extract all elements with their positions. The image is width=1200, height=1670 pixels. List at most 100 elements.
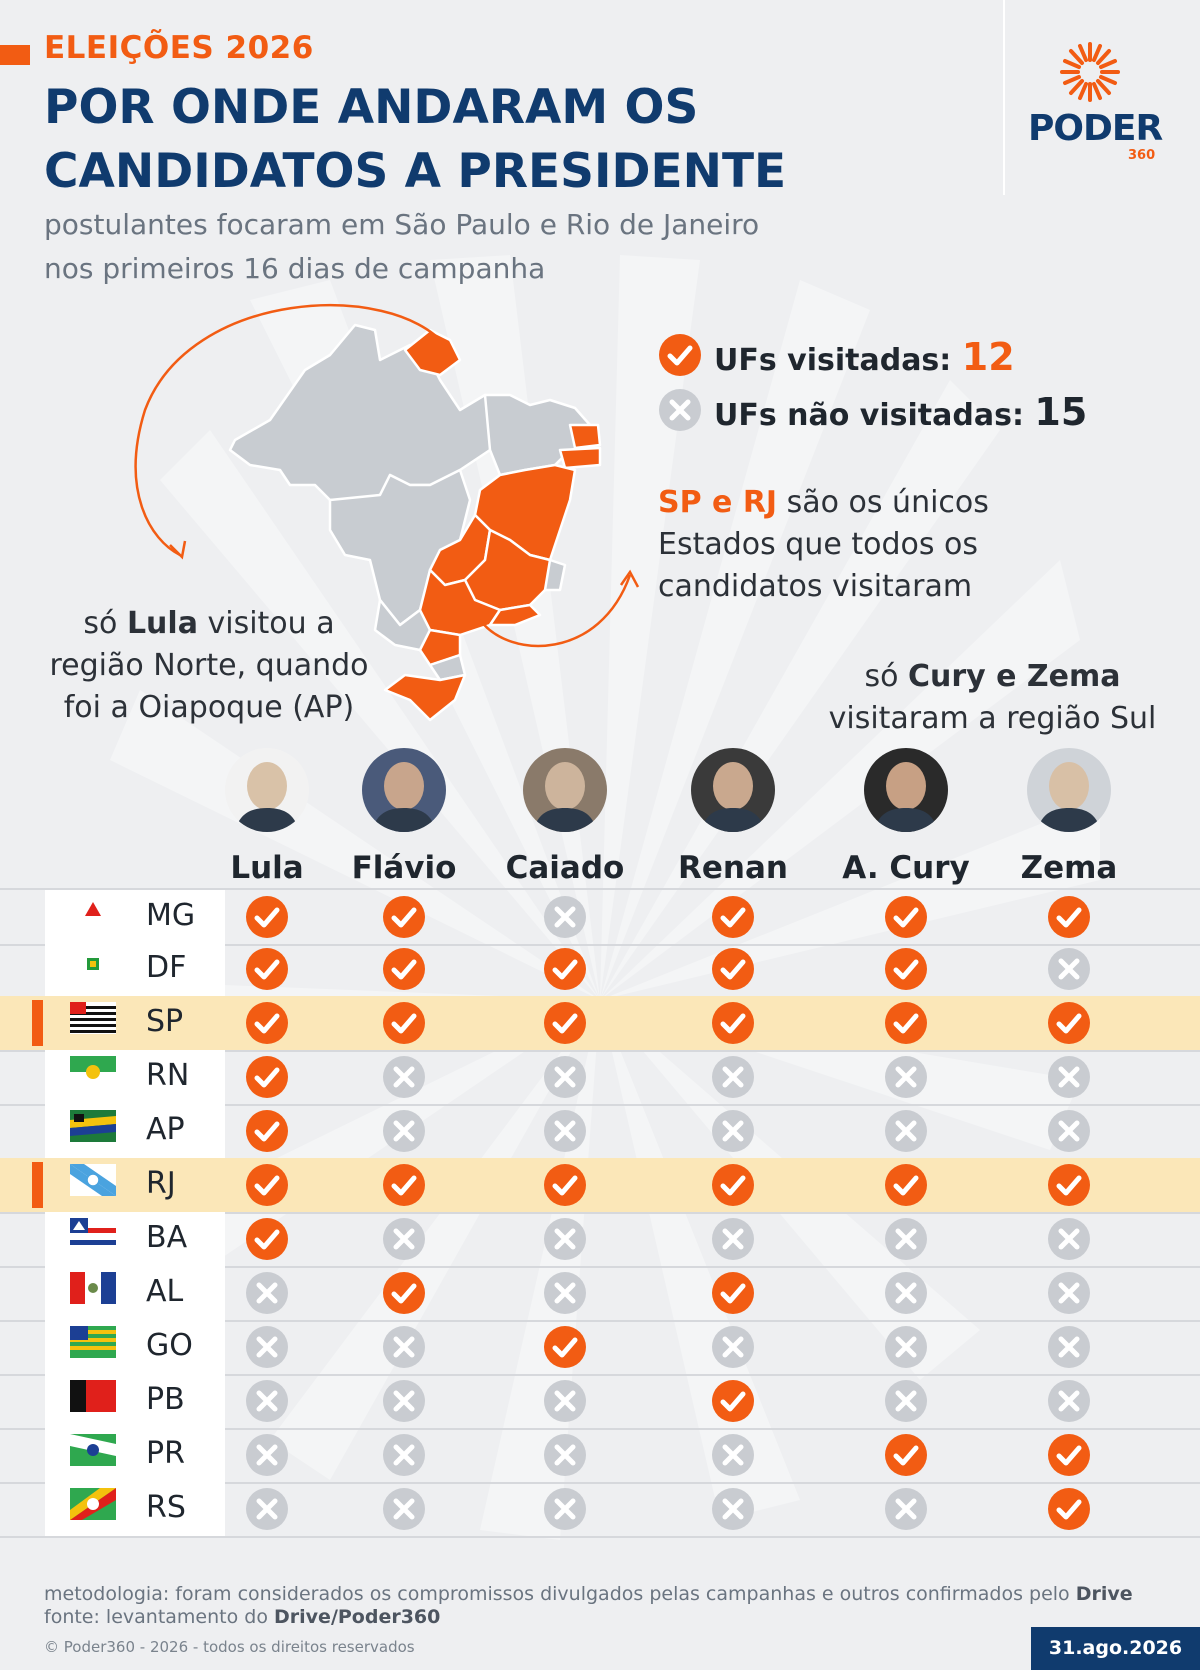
x-icon xyxy=(544,1272,586,1314)
x-icon xyxy=(712,1218,754,1260)
x-icon xyxy=(1048,1272,1090,1314)
state-code: RS xyxy=(146,1490,186,1525)
map-state-rj xyxy=(488,603,542,627)
note-sp-rj: SP e RJ são os únicos Estados que todos … xyxy=(658,482,989,608)
copyright: © Poder360 - 2026 - todos os direitos re… xyxy=(44,1638,415,1656)
subtitle-line-2: nos primeiros 16 dias de campanha xyxy=(44,252,546,285)
check-icon xyxy=(544,1164,586,1206)
check-icon xyxy=(246,1164,288,1206)
x-icon xyxy=(544,896,586,938)
x-icon xyxy=(712,1110,754,1152)
note-sul-name: Cury e Zema xyxy=(907,659,1121,694)
x-icon xyxy=(885,1326,927,1368)
check-icon xyxy=(712,1380,754,1422)
note-sp-rj-line3: candidatos visitaram xyxy=(658,569,973,604)
table-row: RS xyxy=(0,1482,1200,1538)
check-icon xyxy=(1048,1488,1090,1530)
check-icon xyxy=(885,1164,927,1206)
table-row: MG xyxy=(0,888,1200,946)
x-icon xyxy=(544,1056,586,1098)
check-icon xyxy=(1048,896,1090,938)
state-cell: RN xyxy=(45,1050,225,1104)
note-lula-line2: região Norte, quando xyxy=(49,648,369,683)
state-code: DF xyxy=(146,950,187,985)
note-sp-rj-line1: são os únicos xyxy=(777,485,989,520)
candidate-4: Renan xyxy=(658,748,808,886)
check-icon xyxy=(383,896,425,938)
flag-rs-icon xyxy=(70,1488,116,1520)
note-lula-pre: só xyxy=(83,606,127,641)
x-icon xyxy=(383,1218,425,1260)
x-icon xyxy=(544,1218,586,1260)
table-row: AL xyxy=(0,1266,1200,1322)
flag-rj-icon xyxy=(70,1164,116,1196)
flag-al-icon xyxy=(70,1272,116,1304)
note-lula-rest: visitou a xyxy=(197,606,335,641)
map-state-rs xyxy=(383,673,467,722)
kicker-bar xyxy=(0,45,30,65)
state-cell: RJ xyxy=(45,1158,225,1212)
page-subtitle: postulantes focaram em São Paulo e Rio d… xyxy=(44,203,759,291)
check-icon xyxy=(246,896,288,938)
check-icon xyxy=(1048,1002,1090,1044)
date-badge: 31.ago.2026 xyxy=(1031,1627,1200,1670)
flag-go-icon xyxy=(70,1326,116,1358)
note-sp-rj-line2: Estados que todos os xyxy=(658,527,979,562)
subtitle-line-1: postulantes focaram em São Paulo e Rio d… xyxy=(44,208,760,241)
avatar xyxy=(691,748,775,832)
state-code: MG xyxy=(146,898,196,933)
x-icon xyxy=(544,1380,586,1422)
x-icon xyxy=(1048,1326,1090,1368)
title-line-1: POR ONDE ANDARAM OS xyxy=(44,80,699,135)
legend-visited-label: UFs visitadas: xyxy=(714,343,952,378)
state-code: AP xyxy=(146,1112,185,1147)
legend-not-visited-label: UFs não visitadas: xyxy=(714,398,1024,433)
legend-not-visited-count: 15 xyxy=(1034,390,1088,434)
note-sul-pre: só xyxy=(864,659,908,694)
check-icon xyxy=(246,1218,288,1260)
flag-pr-icon xyxy=(70,1434,116,1466)
map-state-rn xyxy=(568,423,602,450)
check-icon xyxy=(659,334,701,376)
check-icon xyxy=(544,948,586,990)
x-icon xyxy=(885,1056,927,1098)
x-icon xyxy=(1048,1056,1090,1098)
state-cell: AP xyxy=(45,1104,225,1158)
poder360-sun-icon xyxy=(1060,42,1120,102)
source-text: fonte: levantamento do xyxy=(44,1606,275,1628)
state-code: PB xyxy=(146,1382,185,1417)
state-code: AL xyxy=(146,1274,184,1309)
table-row: GO xyxy=(0,1320,1200,1376)
x-icon xyxy=(383,1488,425,1530)
check-icon xyxy=(712,1002,754,1044)
x-icon xyxy=(1048,1218,1090,1260)
x-icon xyxy=(885,1488,927,1530)
x-icon xyxy=(246,1488,288,1530)
candidate-name: Zema xyxy=(1020,850,1118,886)
x-icon xyxy=(544,1488,586,1530)
candidate-name: Renan xyxy=(678,850,788,886)
check-icon xyxy=(712,1272,754,1314)
arrow-to-sprj-note xyxy=(479,574,632,648)
flag-df-icon xyxy=(70,948,116,980)
state-cell: PB xyxy=(45,1374,225,1428)
note-lula-name: Lula xyxy=(126,606,198,641)
flag-pb-icon xyxy=(70,1380,116,1412)
check-icon xyxy=(1048,1434,1090,1476)
check-icon xyxy=(246,1002,288,1044)
avatar xyxy=(523,748,607,832)
check-icon xyxy=(246,1110,288,1152)
table-row: DF xyxy=(0,942,1200,998)
x-icon xyxy=(885,1380,927,1422)
table-row: AP xyxy=(0,1104,1200,1160)
x-icon xyxy=(246,1434,288,1476)
table-row: PB xyxy=(0,1374,1200,1430)
check-icon xyxy=(383,1272,425,1314)
check-icon xyxy=(712,948,754,990)
candidate-2: Flávio xyxy=(329,748,479,886)
x-icon xyxy=(885,1272,927,1314)
check-icon xyxy=(885,1002,927,1044)
avatar xyxy=(864,748,948,832)
state-cell: RS xyxy=(45,1482,225,1536)
candidate-1: Lula xyxy=(192,748,342,886)
